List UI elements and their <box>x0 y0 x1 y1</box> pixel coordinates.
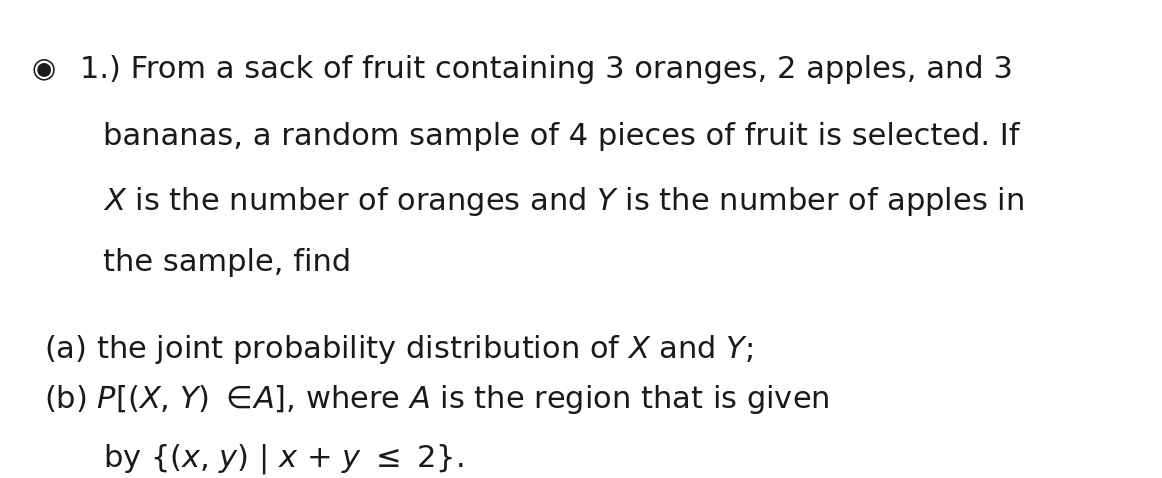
Text: the sample, find: the sample, find <box>102 248 351 277</box>
Text: by $\{$($\mathit{x}$, $\mathit{y}$) $|$ $\mathit{x}$ + $\mathit{y}$ $\leq$ 2$\}$: by $\{$($\mathit{x}$, $\mathit{y}$) $|$ … <box>102 442 464 476</box>
Text: $\mathit{X}$ is the number of oranges and $\mathit{Y}$ is the number of apples i: $\mathit{X}$ is the number of oranges an… <box>102 185 1024 218</box>
Text: (a) the joint probability distribution of $\mathit{X}$ and $\mathit{Y}$;: (a) the joint probability distribution o… <box>44 333 753 366</box>
Text: (b) $\mathit{P}$[($\mathit{X}$, $\mathit{Y}$) $\in\!A$], where $\mathit{A}$ is t: (b) $\mathit{P}$[($\mathit{X}$, $\mathit… <box>44 383 830 416</box>
Text: 1.) From a sack of fruit containing 3 oranges, 2 apples, and 3: 1.) From a sack of fruit containing 3 or… <box>80 54 1012 84</box>
Text: bananas, a random sample of 4 pieces of fruit is selected. If: bananas, a random sample of 4 pieces of … <box>102 122 1019 151</box>
Text: ◉: ◉ <box>31 54 56 83</box>
